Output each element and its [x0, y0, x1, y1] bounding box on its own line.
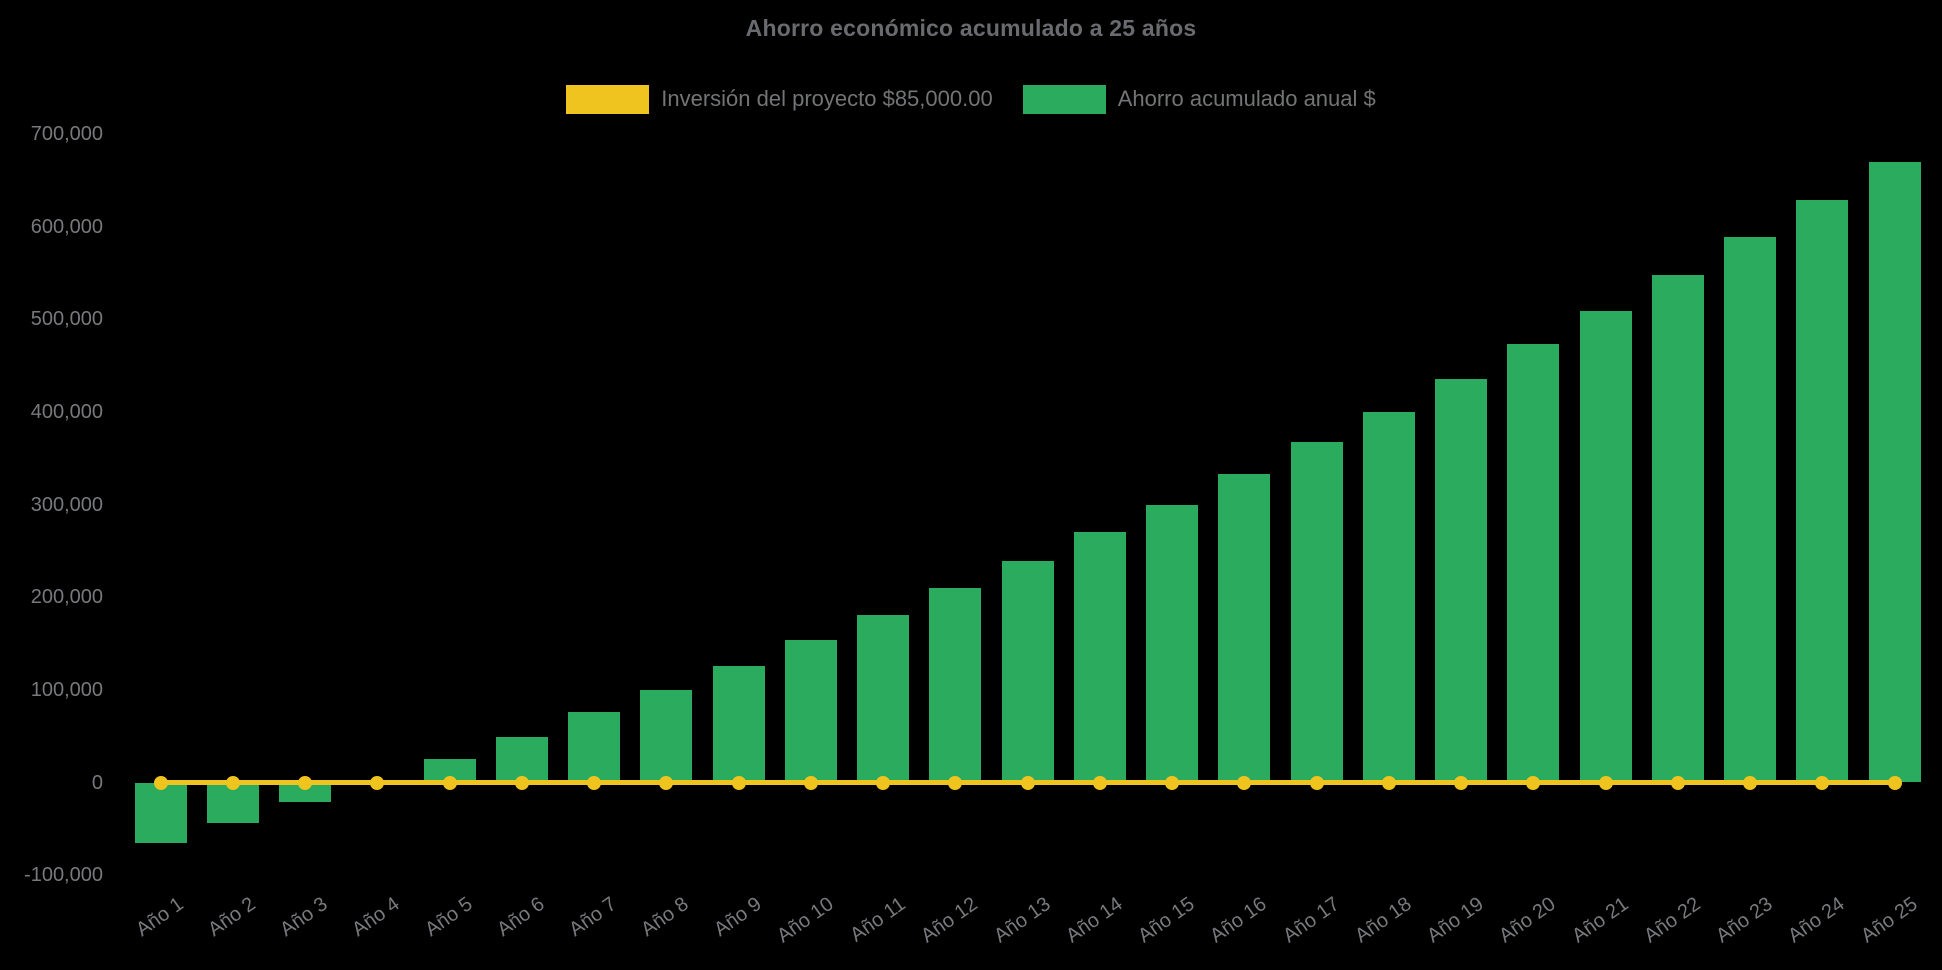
bar-ano-3[interactable] [279, 782, 331, 802]
investment-line-marker-ano-25[interactable] [1887, 775, 1902, 790]
y-axis-tick-label: 600,000 [30, 215, 103, 238]
x-axis-label-ano-2: Año 2 [203, 893, 260, 941]
bar-ano-7[interactable] [568, 712, 620, 783]
x-axis-label-ano-21: Año 21 [1567, 893, 1633, 948]
investment-line-marker-ano-8[interactable] [659, 775, 674, 790]
investment-line-marker-ano-11[interactable] [876, 775, 890, 790]
x-axis-label-ano-1: Año 1 [131, 893, 188, 941]
x-axis-label-ano-12: Año 12 [917, 893, 982, 948]
investment-line-marker-ano-15[interactable] [1165, 775, 1179, 790]
bar-ano-24[interactable] [1796, 199, 1849, 783]
x-axis-label-ano-19: Año 19 [1423, 893, 1488, 948]
x-axis-label-ano-3: Año 3 [276, 893, 332, 941]
x-axis-label-ano-13: Año 13 [989, 893, 1055, 948]
x-axis-label-ano-14: Año 14 [1061, 893, 1127, 948]
investment-line-marker-ano-13[interactable] [1020, 775, 1035, 790]
investment-line-marker-ano-20[interactable] [1526, 775, 1541, 790]
investment-line-marker-ano-2[interactable] [225, 775, 240, 790]
y-axis-tick-label: -100,000 [24, 864, 103, 887]
x-axis-label-ano-8: Año 8 [637, 893, 693, 941]
investment-line-marker-ano-22[interactable] [1670, 775, 1685, 790]
investment-line-marker-ano-1[interactable] [153, 775, 168, 790]
x-axis-label-ano-17: Año 17 [1278, 893, 1344, 948]
bar-ano-1[interactable] [134, 782, 187, 843]
bar-ano-12[interactable] [929, 587, 982, 783]
x-axis-label-ano-16: Año 16 [1206, 893, 1271, 948]
bar-ano-14[interactable] [1073, 532, 1126, 783]
x-axis-label-ano-22: Año 22 [1639, 893, 1705, 948]
y-axis-tick-label: 0 [91, 771, 103, 794]
bar-ano-6[interactable] [495, 737, 548, 783]
investment-legend-swatch-icon [566, 84, 650, 114]
investment-line-marker-ano-21[interactable] [1598, 775, 1613, 790]
investment-line-marker-ano-18[interactable] [1381, 775, 1396, 790]
x-axis-label-ano-7: Año 7 [565, 893, 621, 941]
investment-line-marker-ano-17[interactable] [1309, 775, 1324, 790]
investment-line-marker-ano-24[interactable] [1815, 775, 1830, 790]
bar-ano-25[interactable] [1868, 161, 1921, 783]
investment-line-marker-ano-10[interactable] [803, 775, 818, 790]
x-axis-label-ano-18: Año 18 [1350, 893, 1416, 948]
investment-line-marker-ano-5[interactable] [442, 775, 457, 790]
y-axis-tick-label: 400,000 [30, 400, 103, 423]
bar-ano-23[interactable] [1724, 236, 1776, 783]
x-axis-label-ano-24: Año 24 [1784, 893, 1849, 948]
bar-ano-9[interactable] [712, 665, 765, 783]
bar-ano-11[interactable] [857, 614, 909, 783]
legend-item-investment[interactable]: Inversión del proyecto $85,000.00 [566, 84, 993, 114]
bar-ano-16[interactable] [1218, 473, 1271, 783]
investment-line-marker-ano-19[interactable] [1454, 775, 1468, 790]
investment-line-marker-ano-14[interactable] [1092, 775, 1107, 790]
bar-ano-5[interactable] [423, 759, 476, 783]
bar-ano-20[interactable] [1507, 344, 1560, 783]
bar-ano-22[interactable] [1651, 274, 1704, 783]
x-axis-label-ano-5: Año 5 [420, 893, 477, 941]
x-axis-label-ano-10: Año 10 [772, 893, 838, 948]
bar-ano-21[interactable] [1579, 310, 1632, 783]
investment-line-marker-ano-3[interactable] [298, 775, 312, 790]
x-axis-label-ano-4: Año 4 [348, 893, 404, 941]
chart-title: Ahorro económico acumulado a 25 años [745, 15, 1197, 41]
bar-ano-17[interactable] [1290, 442, 1343, 783]
investment-line-marker-ano-4[interactable] [370, 775, 385, 790]
savings-legend-swatch-icon [1022, 84, 1106, 114]
y-axis-tick-label: 300,000 [30, 493, 103, 516]
x-axis-label-ano-6: Año 6 [492, 893, 549, 941]
y-axis-tick-label: 100,000 [30, 678, 103, 701]
x-axis-label-ano-20: Año 20 [1495, 893, 1560, 948]
savings-legend-label: Ahorro acumulado anual $ [1117, 86, 1376, 111]
x-axis-label-ano-23: Año 23 [1712, 893, 1777, 948]
x-axis-label-ano-11: Año 11 [846, 893, 910, 947]
y-axis-tick-label: 200,000 [30, 586, 103, 609]
investment-line-marker-ano-9[interactable] [731, 775, 746, 790]
y-axis-tick-label: 500,000 [30, 308, 103, 331]
investment-line-marker-ano-12[interactable] [948, 775, 963, 790]
investment-line-marker-ano-6[interactable] [514, 775, 529, 790]
bar-ano-10[interactable] [784, 639, 837, 783]
investment-line-marker-ano-23[interactable] [1743, 775, 1757, 790]
x-axis-label-ano-25: Año 25 [1856, 893, 1922, 948]
bar-ano-19[interactable] [1435, 378, 1487, 783]
bar-ano-15[interactable] [1146, 504, 1198, 783]
bar-ano-13[interactable] [1001, 561, 1054, 783]
legend: Inversión del proyecto $85,000.00 Ahorro… [0, 84, 1942, 114]
investment-line-marker-ano-7[interactable] [587, 775, 601, 790]
y-axis-tick-label: 700,000 [30, 122, 103, 145]
legend-item-savings[interactable]: Ahorro acumulado anual $ [1022, 84, 1376, 114]
x-axis-label-ano-9: Año 9 [709, 893, 766, 941]
bar-ano-8[interactable] [640, 689, 693, 783]
bar-ano-18[interactable] [1362, 411, 1415, 783]
investment-line-marker-ano-16[interactable] [1237, 775, 1252, 790]
x-axis-label-ano-15: Año 15 [1134, 893, 1199, 948]
investment-legend-label: Inversión del proyecto $85,000.00 [661, 86, 993, 111]
